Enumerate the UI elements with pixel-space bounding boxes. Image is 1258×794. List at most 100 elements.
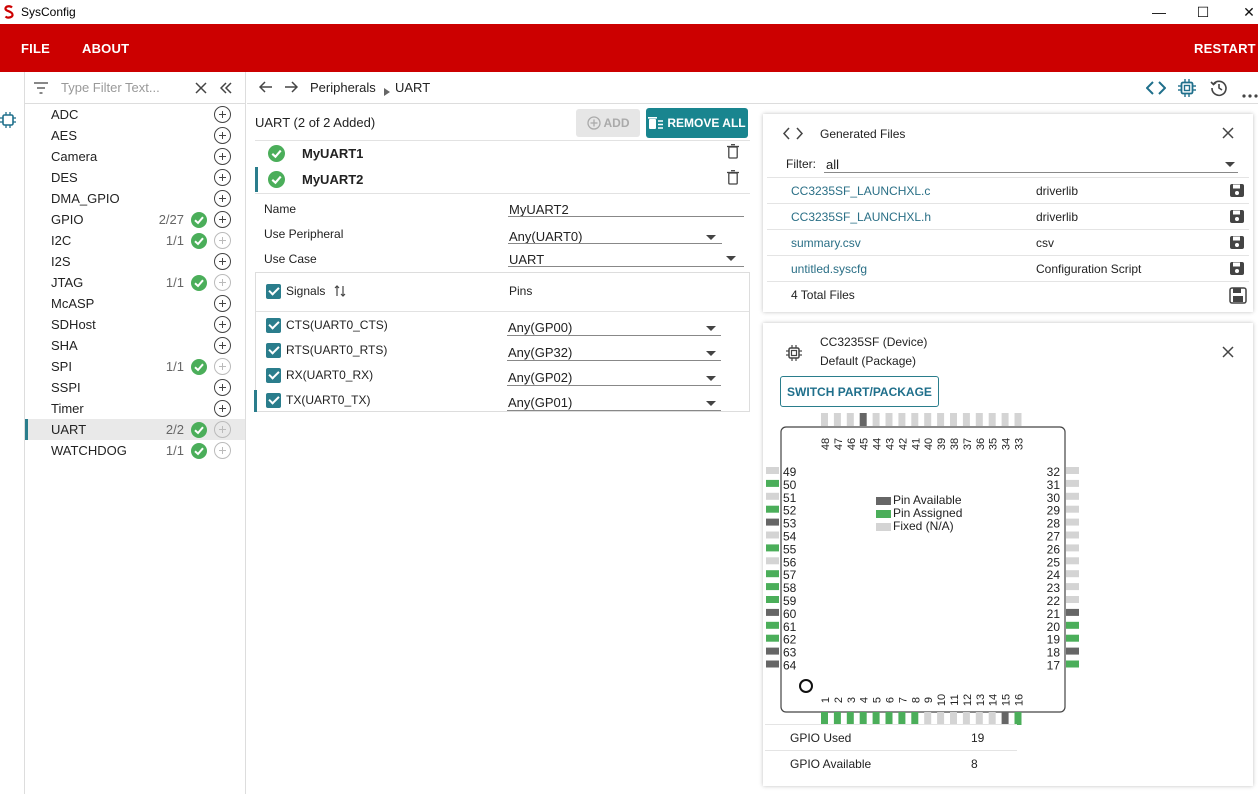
use-peripheral-select[interactable]: Any(UART0) [509,229,583,244]
save-file-icon[interactable] [1229,261,1245,279]
signal-checkbox[interactable] [266,318,281,333]
pin-29[interactable] [1066,505,1079,513]
pin-58[interactable] [766,583,779,591]
pin-39[interactable] [937,413,945,426]
pin-12[interactable] [962,712,970,725]
sidebar-item-uart[interactable]: UART 2/2 [25,419,245,440]
sidebar-item-gpio[interactable]: GPIO 2/27 [25,209,245,230]
pin-select[interactable]: Any(GP32) [508,345,573,360]
sidebar-item-sdhost[interactable]: SDHost [25,314,245,335]
menu-about[interactable]: ABOUT [82,40,130,56]
pin-dropdown-icon[interactable] [706,401,716,406]
add-module-icon[interactable] [214,148,231,165]
peripheral-dropdown-icon[interactable] [706,235,716,240]
file-link[interactable]: summary.csv [791,236,861,250]
pin-50[interactable] [766,479,779,487]
menu-file[interactable]: FILE [21,40,50,56]
add-module-icon[interactable] [214,169,231,186]
close-window-button[interactable]: ✕ [1243,3,1255,20]
filter-icon[interactable] [34,82,48,97]
add-module-icon[interactable] [214,400,231,417]
pin-20[interactable] [1066,621,1079,629]
pin-select[interactable]: Any(GP01) [508,395,573,410]
breadcrumb-peripherals[interactable]: Peripherals [310,80,376,95]
pin-33[interactable] [1014,413,1022,426]
device-view-icon[interactable] [1178,79,1196,100]
signals-select-all-checkbox[interactable] [266,284,281,299]
pin-57[interactable] [766,570,779,578]
clear-filter-icon[interactable] [195,82,207,97]
add-module-icon[interactable] [214,316,231,333]
add-button[interactable]: ADD [576,109,640,137]
pin-63[interactable] [766,647,779,655]
name-input[interactable]: MyUART2 [509,202,569,217]
files-filter-dropdown-icon[interactable] [1225,162,1235,167]
sidebar-item-sspi[interactable]: SSPI [25,377,245,398]
save-file-icon[interactable] [1229,183,1245,201]
pin-11[interactable] [950,712,957,725]
files-filter-select[interactable]: all [826,157,840,172]
pin-61[interactable] [766,621,779,629]
pin-19[interactable] [1066,634,1079,642]
add-module-icon[interactable] [214,190,231,207]
pin-45[interactable] [859,413,867,426]
pin-3[interactable] [846,712,854,725]
sidebar-item-aes[interactable]: AES [25,125,245,146]
file-link[interactable]: CC3235SF_LAUNCHXL.c [791,184,931,198]
pin-49[interactable] [766,467,779,474]
pin-55[interactable] [766,544,779,552]
pin-38[interactable] [950,413,957,426]
instance-item[interactable]: MyUART2 [255,167,750,192]
signal-checkbox[interactable] [266,343,281,358]
pin-40[interactable] [924,413,932,426]
pin-37[interactable] [962,413,970,426]
use-case-dropdown-icon[interactable] [726,256,736,261]
use-case-select[interactable]: UART [509,252,545,267]
instance-item[interactable]: MyUART1 [255,141,750,166]
pin-43[interactable] [885,413,893,426]
signal-checkbox[interactable] [266,393,281,408]
pin-dropdown-icon[interactable] [706,351,716,356]
add-module-icon[interactable] [214,379,231,396]
pin-1[interactable] [821,712,828,725]
sidebar-item-watchdog[interactable]: WATCHDOG 1/1 [25,440,245,461]
pin-21[interactable] [1066,608,1079,616]
sidebar-item-i2s[interactable]: I2S [25,251,245,272]
pin-24[interactable] [1066,570,1079,578]
pin-22[interactable] [1066,596,1079,603]
pin-56[interactable] [766,557,779,565]
pin-4[interactable] [859,712,867,725]
sidebar-item-i2c[interactable]: I2C 1/1 [25,230,245,251]
sidebar-item-jtag[interactable]: JTAG 1/1 [25,272,245,293]
pin-dropdown-icon[interactable] [706,326,716,331]
pin-23[interactable] [1066,583,1079,591]
pin-51[interactable] [766,492,779,500]
close-device-view-icon[interactable] [1222,346,1234,361]
pin-dropdown-icon[interactable] [706,376,716,381]
pin-5[interactable] [872,712,880,725]
sidebar-item-sha[interactable]: SHA [25,335,245,356]
pin-9[interactable] [924,712,932,725]
pin-13[interactable] [975,712,983,725]
pin-10[interactable] [937,712,945,725]
pin-18[interactable] [1066,647,1079,655]
pin-35[interactable] [988,413,996,426]
save-file-icon[interactable] [1229,235,1245,253]
history-icon[interactable] [1210,79,1228,100]
sidebar-item-mcasp[interactable]: McASP [25,293,245,314]
code-view-icon[interactable] [1145,80,1167,99]
pin-36[interactable] [975,413,983,426]
pin-64[interactable] [766,660,779,668]
signal-checkbox[interactable] [266,368,281,383]
pin-32[interactable] [1066,467,1079,474]
pin-2[interactable] [833,712,841,725]
add-module-icon[interactable] [214,106,231,123]
add-module-icon[interactable] [214,337,231,354]
pin-25[interactable] [1066,557,1079,565]
pin-46[interactable] [846,413,854,426]
sidebar-item-dma_gpio[interactable]: DMA_GPIO [25,188,245,209]
pin-17[interactable] [1066,660,1079,668]
pin-34[interactable] [1001,413,1009,426]
pin-44[interactable] [872,413,880,426]
pin-16[interactable] [1014,712,1022,725]
